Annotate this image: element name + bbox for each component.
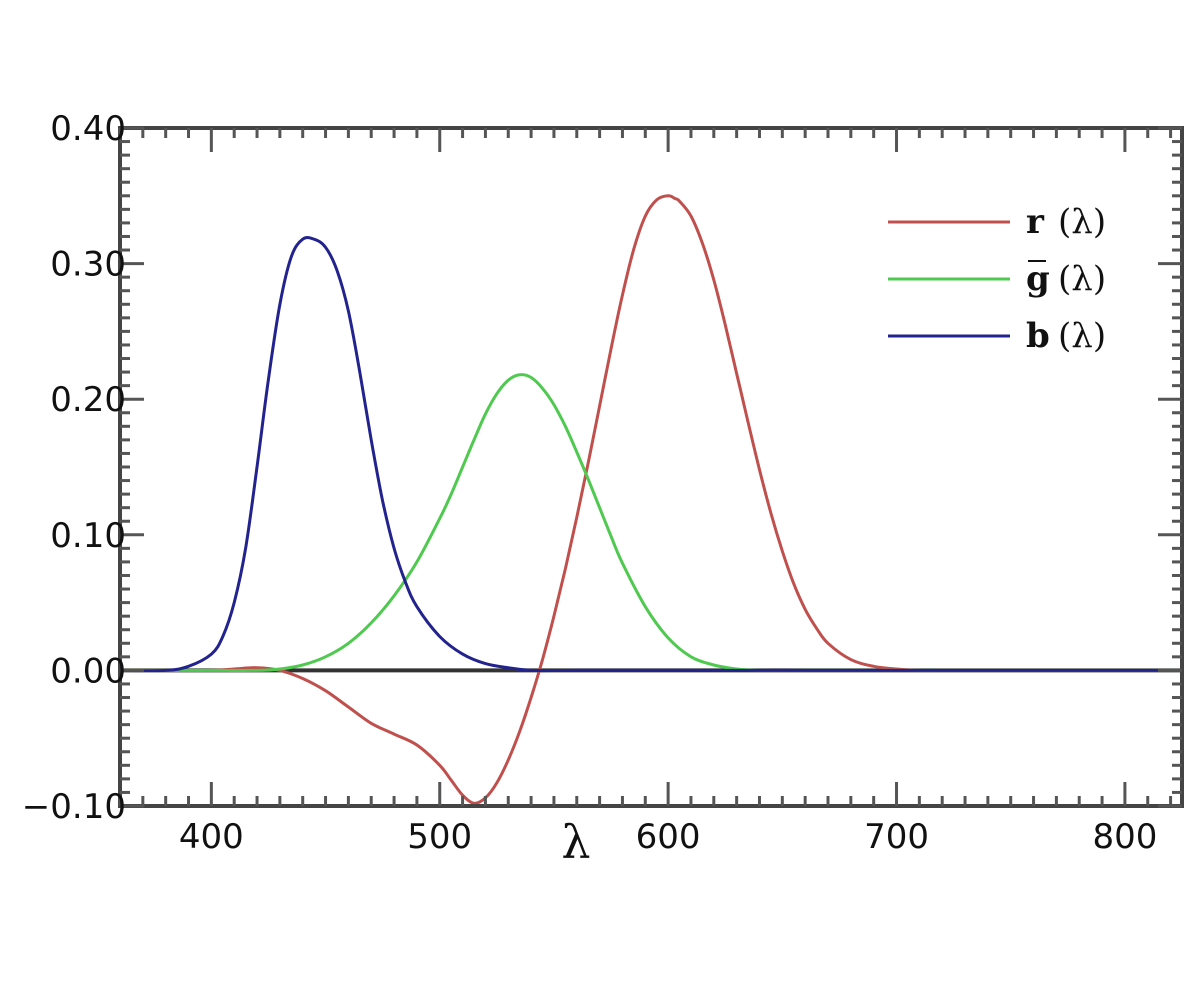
legend-symbol-b: b [1026, 316, 1050, 356]
legend-label-g: (λ) [1058, 259, 1106, 299]
x-tick-label: 800 [1092, 817, 1157, 857]
series-line-b [119, 236, 1182, 673]
axes-layer [118, 126, 1184, 808]
labels-layer: 400 500 600 700 800 −0.10 0.00 0.10 0.20 0.30 0.40 [22, 109, 1158, 857]
series-line-g [120, 373, 1182, 672]
legend: r (λ)g (λ)b (λ) [888, 202, 1106, 356]
x-tick-label: 500 [407, 817, 472, 857]
y-tick-label: 0.10 [50, 516, 126, 556]
legend-label-r: (λ) [1058, 202, 1106, 242]
legend-symbol-g: g [1026, 259, 1050, 299]
series-line-r [120, 194, 1182, 805]
series-layer [119, 194, 1182, 805]
legend-label-b: (λ) [1058, 316, 1106, 356]
y-tick-label: 0.30 [50, 245, 126, 285]
y-tick-label: 0.40 [50, 109, 126, 149]
ticks-layer [118, 126, 1182, 808]
legend-symbol-r: r [1026, 202, 1045, 242]
x-tick-label: 600 [636, 817, 701, 857]
y-tick-label: 0.20 [50, 380, 126, 420]
y-tick-label: −0.10 [22, 787, 126, 827]
x-axis-label: λ [561, 815, 590, 869]
plot-frame [118, 126, 1184, 808]
x-tick-label: 400 [179, 817, 244, 857]
y-tick-label: 0.00 [50, 651, 126, 691]
x-tick-label: 700 [864, 817, 929, 857]
